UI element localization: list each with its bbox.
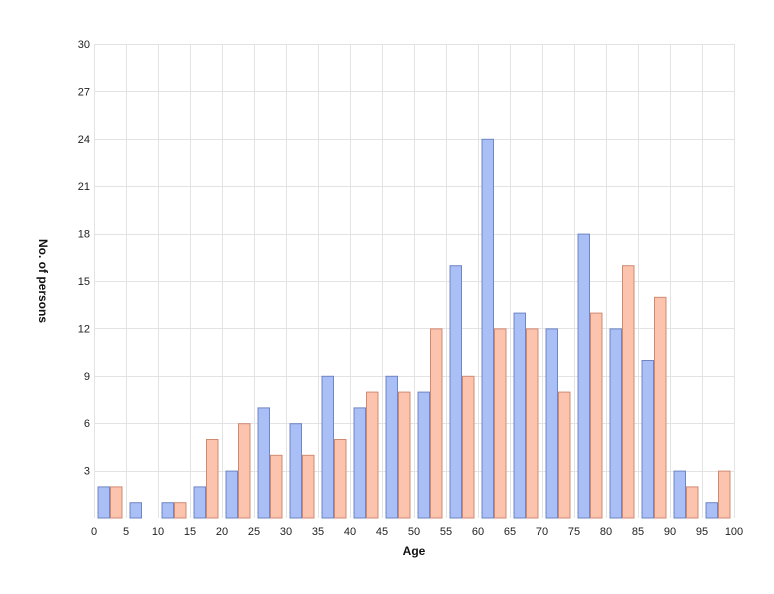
x-tick-label-25: 25 (248, 526, 260, 538)
bar-s1-75-80 (577, 233, 591, 519)
x-tick-label-50: 50 (408, 526, 420, 538)
bar-s1-85-90 (641, 360, 655, 519)
bar-s1-55-60 (449, 265, 462, 519)
y-tick-label-3: 3 (84, 466, 90, 478)
x-tick-label-95: 95 (696, 526, 708, 538)
y-tick-label-15: 15 (78, 276, 90, 288)
bar-s1-15-20 (193, 486, 207, 519)
bar-s2-0-5 (110, 486, 123, 519)
bar-s1-45-50 (385, 375, 398, 519)
bar-s2-65-70 (526, 328, 539, 519)
bar-s2-95-100 (718, 470, 731, 519)
bar-s2-70-75 (558, 391, 571, 519)
bar-s1-65-70 (513, 312, 527, 519)
x-tick-label-10: 10 (152, 526, 164, 538)
bar-s2-85-90 (654, 296, 667, 519)
bar-s1-10-15 (161, 502, 175, 519)
x-tick-label-40: 40 (344, 526, 356, 538)
bar-s1-50-55 (417, 391, 430, 519)
bar-s2-30-35 (302, 454, 315, 519)
bar-s2-25-30 (270, 454, 283, 519)
bar-s1-40-45 (353, 407, 366, 519)
bar-s1-95-100 (705, 502, 719, 519)
bar-s1-90-95 (673, 470, 687, 519)
x-tick-label-70: 70 (536, 526, 548, 538)
x-tick-label-0: 0 (91, 526, 97, 538)
bar-s2-10-15 (174, 502, 187, 519)
bar-s1-30-35 (289, 423, 302, 519)
bar-s2-60-65 (494, 328, 507, 519)
x-tick-label-65: 65 (504, 526, 516, 538)
bar-s2-15-20 (206, 439, 219, 519)
x-tick-label-30: 30 (280, 526, 292, 538)
bar-s1-20-25 (225, 470, 239, 519)
x-tick-label-80: 80 (600, 526, 612, 538)
x-tick-label-45: 45 (376, 526, 388, 538)
bar-s2-35-40 (334, 439, 347, 519)
x-tick-label-60: 60 (472, 526, 484, 538)
bar-s2-55-60 (462, 375, 475, 519)
x-tick-label-5: 5 (123, 526, 129, 538)
bar-s1-0-5 (97, 486, 110, 519)
bar-s2-80-85 (622, 265, 635, 519)
y-axis-title: No. of persons (36, 239, 50, 323)
bar-s2-75-80 (590, 312, 603, 519)
bar-s2-40-45 (366, 391, 379, 519)
bar-s2-45-50 (398, 391, 411, 519)
x-tick-label-20: 20 (216, 526, 228, 538)
bar-s1-5-10 (129, 502, 143, 519)
x-tick-label-15: 15 (184, 526, 196, 538)
grid (94, 44, 735, 518)
x-axis-title: Age (403, 544, 426, 558)
bar-s2-50-55 (430, 328, 443, 519)
y-tick-label-18: 18 (78, 229, 90, 241)
y-tick-label-6: 6 (84, 418, 90, 430)
bar-s1-35-40 (321, 375, 334, 519)
x-tick-label-75: 75 (568, 526, 580, 538)
x-tick-label-35: 35 (312, 526, 324, 538)
y-tick-label-27: 27 (78, 86, 90, 98)
tick-labels: 3 6 9 12 15 18 21 24 27 30 0 5 10 15 20 25 30 35 40 45 50 55 6… (78, 39, 743, 538)
y-tick-label-30: 30 (78, 39, 90, 51)
y-tick-label-21: 21 (78, 181, 90, 193)
bars (97, 138, 731, 519)
bar-s1-70-75 (545, 328, 559, 519)
y-tick-label-9: 9 (84, 371, 90, 383)
x-tick-label-85: 85 (632, 526, 644, 538)
x-tick-label-100: 100 (725, 526, 743, 538)
bar-s1-60-65 (481, 138, 494, 519)
y-tick-label-24: 24 (78, 134, 90, 146)
x-tick-label-55: 55 (440, 526, 452, 538)
x-tick-label-90: 90 (664, 526, 676, 538)
y-tick-label-12: 12 (78, 323, 90, 335)
bar-s1-80-85 (609, 328, 623, 519)
bar-s2-90-95 (686, 486, 699, 519)
bar-s1-25-30 (257, 407, 270, 519)
bar-s2-20-25 (238, 423, 251, 519)
